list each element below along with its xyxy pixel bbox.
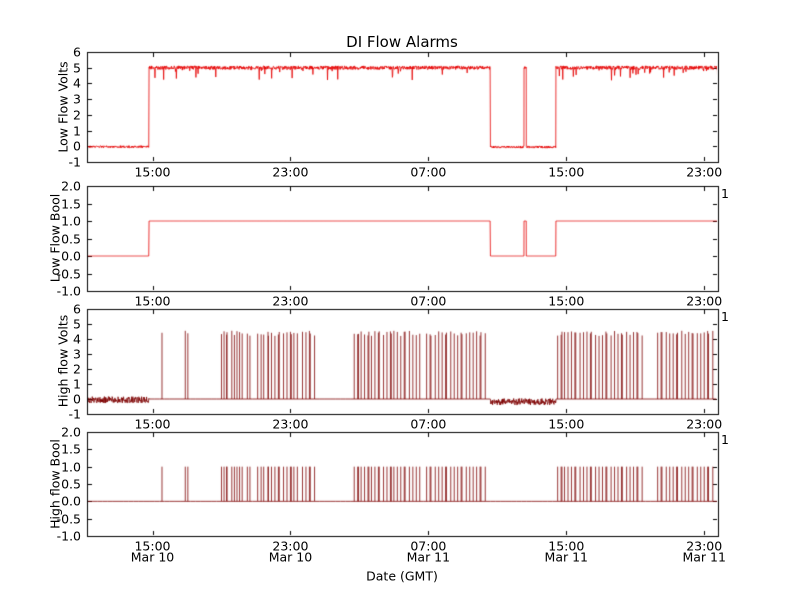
plot-canvas	[0, 0, 800, 600]
di-flow-alarms-figure: DI Flow Alarms Date (GMT) Low Flow Volts…	[0, 0, 800, 600]
